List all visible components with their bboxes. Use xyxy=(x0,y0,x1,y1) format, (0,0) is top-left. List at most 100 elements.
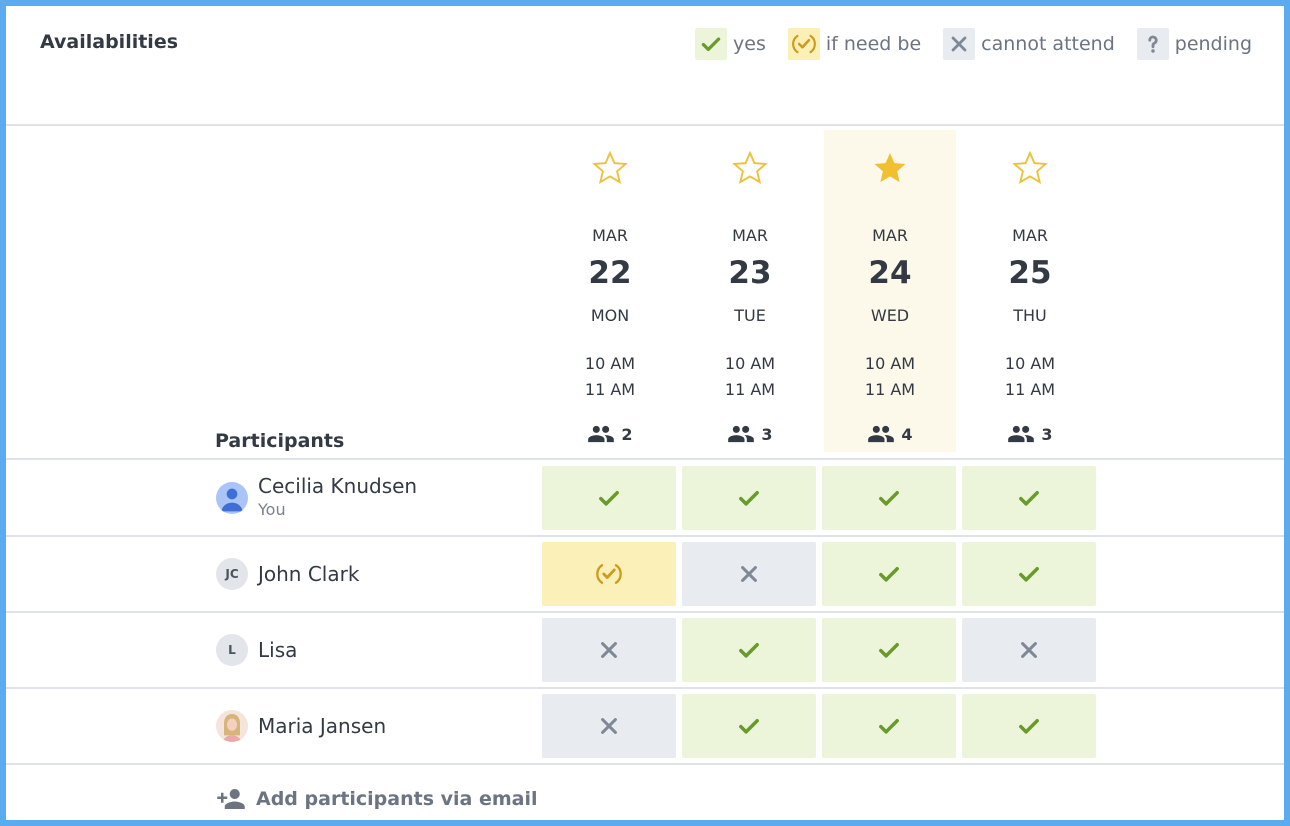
icon-part xyxy=(222,735,242,742)
availability-cell[interactable] xyxy=(822,618,956,682)
status-icon xyxy=(596,564,622,584)
month: MAR xyxy=(1012,225,1048,245)
status-icon xyxy=(879,491,899,506)
end-time: 11 AM xyxy=(864,379,916,399)
status-icon xyxy=(879,567,899,582)
icon-part xyxy=(728,425,755,443)
participant-count: 3 xyxy=(720,420,780,448)
legend-label: if need be xyxy=(825,33,922,55)
icon-part xyxy=(1151,49,1155,53)
icon-part xyxy=(797,38,811,49)
row-divider xyxy=(6,535,1284,537)
availability-cell[interactable] xyxy=(542,694,676,758)
availability-cell[interactable] xyxy=(822,542,956,606)
availability-cell[interactable] xyxy=(962,466,1096,530)
count: 3 xyxy=(1041,424,1053,444)
avatar-initials: JC xyxy=(225,567,239,581)
availability-cell[interactable] xyxy=(542,618,676,682)
group-icon xyxy=(728,425,755,443)
availability-cell[interactable] xyxy=(822,466,956,530)
star-icon xyxy=(874,152,906,183)
availability-cell[interactable] xyxy=(822,694,956,758)
weekday: THU xyxy=(1013,305,1047,325)
end-time: 11 AM xyxy=(584,379,636,399)
icon-part xyxy=(601,718,617,734)
month: MAR xyxy=(592,225,628,245)
participant-count: 2 xyxy=(580,420,640,448)
start-time: 10 AM xyxy=(864,353,916,373)
star-button[interactable] xyxy=(870,148,910,188)
count: 3 xyxy=(761,424,773,444)
legend-swatch xyxy=(695,28,728,60)
divider xyxy=(6,124,1284,126)
icon-part xyxy=(217,789,245,809)
availability-cell[interactable] xyxy=(542,542,676,606)
person-add-icon xyxy=(217,789,245,809)
legend-label: yes xyxy=(733,33,766,55)
icon-part xyxy=(596,564,622,584)
legend-swatch xyxy=(1136,28,1169,60)
status-icon xyxy=(879,719,899,734)
availability-cell[interactable] xyxy=(682,618,816,682)
availability-cell[interactable] xyxy=(962,618,1096,682)
participants-label: Participants xyxy=(215,430,345,452)
participant-name: John Clark xyxy=(258,562,360,586)
group-icon xyxy=(1008,425,1035,443)
icon-part xyxy=(732,150,768,185)
participant-name: Lisa xyxy=(258,638,298,662)
row-divider xyxy=(6,611,1284,613)
star-button[interactable] xyxy=(1010,148,1050,188)
avatar xyxy=(216,482,248,514)
avatar xyxy=(216,710,248,742)
group-icon xyxy=(588,425,615,443)
icon-part xyxy=(1019,719,1039,734)
icon-part xyxy=(951,36,967,52)
legend-swatch xyxy=(943,28,976,60)
count: 2 xyxy=(621,424,633,444)
participant-name: Cecilia Knudsen xyxy=(258,474,418,498)
month: MAR xyxy=(872,225,908,245)
add-participants[interactable]: Add participants via email xyxy=(216,784,538,814)
availability-cell[interactable] xyxy=(962,694,1096,758)
status-icon xyxy=(1019,491,1039,506)
star-icon xyxy=(592,150,628,185)
participant-name: Maria Jansen xyxy=(258,714,387,738)
avatar: L xyxy=(216,634,248,666)
avatar-photo xyxy=(222,714,242,742)
icon-part xyxy=(701,37,721,52)
count: 4 xyxy=(901,424,913,444)
star-icon xyxy=(1012,150,1048,185)
icon-part xyxy=(1019,567,1039,582)
availability-cell[interactable] xyxy=(682,694,816,758)
status-icon xyxy=(739,643,759,658)
status-icon xyxy=(879,643,899,658)
star-icon xyxy=(732,150,768,185)
legend-label: pending xyxy=(1174,33,1252,55)
row-divider xyxy=(6,687,1284,689)
day: 25 xyxy=(1008,255,1052,292)
icon-part xyxy=(874,152,906,183)
status-icon xyxy=(599,491,619,506)
legend-item: if need be xyxy=(787,28,922,60)
star-button[interactable] xyxy=(590,148,630,188)
avatar-icon xyxy=(221,488,243,512)
status-icon xyxy=(601,718,617,734)
avatar-initials: L xyxy=(228,643,236,657)
icon-part xyxy=(739,643,759,658)
status-icon xyxy=(739,719,759,734)
icon-part xyxy=(879,719,899,734)
availability-cell[interactable] xyxy=(682,542,816,606)
add-participants-label[interactable]: Add participants via email xyxy=(256,788,538,810)
availability-cell[interactable] xyxy=(962,542,1096,606)
legend-item: yes xyxy=(695,28,766,60)
start-time: 10 AM xyxy=(584,353,636,373)
star-button[interactable] xyxy=(730,148,770,188)
availability-cell[interactable] xyxy=(542,466,676,530)
end-time: 11 AM xyxy=(724,379,776,399)
icon-part xyxy=(739,491,759,506)
availability-cell[interactable] xyxy=(682,466,816,530)
status-icon xyxy=(739,491,759,506)
icon-part xyxy=(1021,642,1037,658)
highlight-column xyxy=(824,130,956,452)
